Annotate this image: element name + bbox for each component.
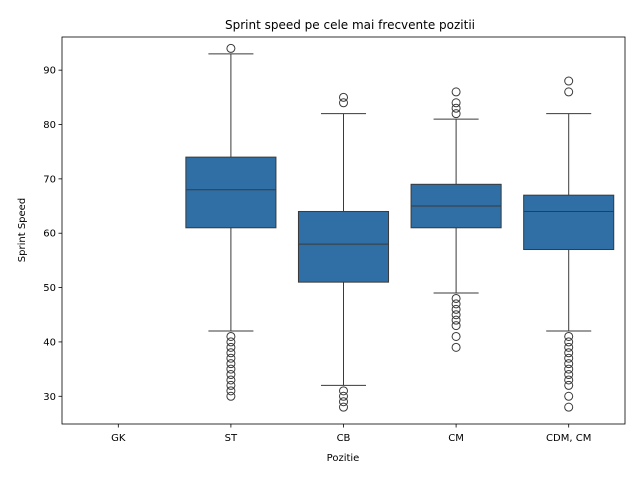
y-tick-label: 90 bbox=[43, 66, 56, 77]
outlier-point bbox=[226, 364, 236, 374]
outlier-point bbox=[226, 342, 236, 352]
outlier-point bbox=[564, 342, 574, 352]
outlier-point bbox=[451, 321, 461, 331]
outlier-point bbox=[564, 359, 574, 369]
outlier-point bbox=[226, 386, 236, 396]
outlier-point bbox=[339, 402, 348, 412]
outlier-point bbox=[564, 375, 574, 385]
outlier-point bbox=[451, 109, 461, 119]
outlier-point bbox=[226, 348, 236, 358]
y-tick-label: 80 bbox=[43, 120, 56, 131]
y-tick-label: 60 bbox=[43, 229, 56, 240]
outlier-point bbox=[226, 331, 236, 341]
outlier-point bbox=[226, 370, 236, 380]
outlier-point bbox=[451, 315, 461, 325]
iqr-box bbox=[523, 194, 615, 251]
y-tick-label: 50 bbox=[43, 283, 56, 294]
outlier-point bbox=[451, 304, 461, 314]
outlier-point bbox=[564, 76, 574, 86]
iqr-box bbox=[297, 210, 390, 283]
outlier-point bbox=[226, 380, 236, 390]
chart-title: Sprint speed pe cele mai frecvente pozit… bbox=[225, 18, 475, 32]
outlier-point bbox=[564, 331, 574, 341]
outlier-point bbox=[564, 402, 574, 412]
outlier-point bbox=[564, 364, 574, 374]
outlier-point bbox=[339, 98, 348, 108]
outlier-point bbox=[564, 370, 574, 380]
outlier-point bbox=[564, 391, 574, 401]
outlier-point bbox=[451, 310, 461, 320]
y-tick-label: 30 bbox=[43, 392, 56, 403]
outlier-point bbox=[339, 391, 348, 401]
outlier-point bbox=[226, 43, 236, 53]
outlier-point bbox=[226, 359, 236, 369]
x-axis-label: Pozitie bbox=[327, 453, 360, 464]
outlier-point bbox=[564, 337, 574, 347]
outlier-point bbox=[451, 331, 461, 341]
outlier-point bbox=[226, 337, 236, 347]
outlier-point bbox=[339, 92, 348, 102]
x-tick-label: CM bbox=[448, 433, 464, 444]
outlier-point bbox=[451, 103, 461, 113]
outlier-point bbox=[564, 380, 574, 390]
outlier-point bbox=[451, 293, 461, 303]
outlier-point bbox=[451, 98, 461, 108]
plot-area: 30 40 50 60 70 80 90 GK ST CB CM CDM, CM bbox=[43, 36, 626, 444]
outlier-point bbox=[226, 353, 236, 363]
y-tick-label: 70 bbox=[43, 174, 56, 185]
y-axis-label: Sprint Speed bbox=[17, 198, 28, 262]
x-tick-label: CDM, CM bbox=[546, 433, 591, 444]
x-tick-label: ST bbox=[225, 433, 238, 444]
outlier-point bbox=[564, 353, 574, 363]
outlier-point bbox=[339, 397, 348, 407]
x-tick-label: CB bbox=[337, 433, 351, 444]
outlier-point bbox=[339, 386, 348, 396]
outlier-point bbox=[226, 375, 236, 385]
outlier-point bbox=[564, 87, 574, 97]
outlier-point bbox=[564, 348, 574, 358]
iqr-box bbox=[185, 156, 277, 229]
y-tick-label: 40 bbox=[43, 337, 56, 348]
outlier-point bbox=[451, 342, 461, 352]
outlier-point bbox=[451, 87, 461, 97]
outlier-point bbox=[226, 391, 236, 401]
outlier-point bbox=[451, 299, 461, 309]
x-tick-label: GK bbox=[111, 433, 126, 444]
